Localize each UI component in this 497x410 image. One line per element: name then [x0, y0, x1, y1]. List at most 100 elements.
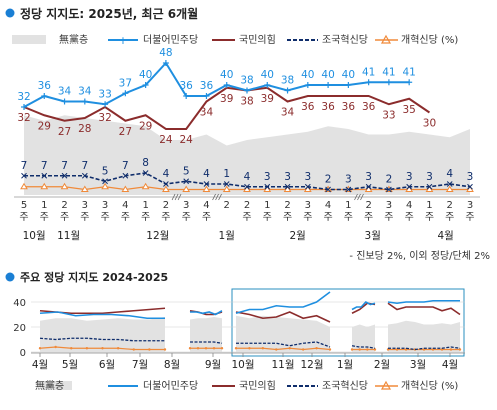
x-tick-label-week: 주	[60, 212, 69, 223]
dem-data-label: 41	[402, 66, 415, 78]
rebuild-point-b	[61, 172, 68, 179]
rebuild-data-label: 1	[223, 168, 230, 180]
x-tick-label: 5	[21, 200, 27, 211]
dem-data-label: 41	[362, 66, 375, 78]
x-tick-label: 3	[467, 200, 473, 211]
reform-point	[364, 185, 373, 192]
x-tick-label: 4	[203, 200, 209, 211]
rebuild-point-b	[203, 181, 210, 187]
axis-break-mark	[357, 193, 361, 201]
y-tick-label: 0	[20, 348, 26, 359]
rebuild-point-b	[426, 183, 433, 190]
dem-data-label: 36	[200, 80, 214, 92]
rebuild-data-label: 3	[264, 171, 271, 183]
reform-point	[204, 347, 208, 350]
rebuild-data-label: 4	[244, 171, 251, 183]
rebuild-data-label: 3	[365, 171, 372, 183]
none-area-segment	[190, 317, 222, 352]
x-tick-label: 2	[365, 200, 371, 211]
reform-point	[85, 347, 89, 350]
x-tick-label: 1	[264, 200, 270, 211]
x-month-label: 1월	[337, 359, 353, 371]
rebuild-data-label: 8	[142, 157, 149, 169]
x-tick-label-week: 주	[19, 212, 28, 223]
none-area-segment	[388, 320, 460, 352]
reform-point	[425, 185, 434, 192]
reform-point	[405, 185, 414, 192]
axis-break-mark	[174, 193, 179, 201]
x-tick-label: 4	[406, 200, 412, 211]
x-tick-label-week: 주	[303, 212, 312, 223]
ppp-data-label: 39	[261, 93, 274, 105]
axis-break-mark	[360, 193, 364, 201]
ppp-data-label: 36	[362, 101, 376, 113]
reform-point	[263, 185, 272, 192]
axis-break-mark	[212, 193, 216, 201]
rebuild-point-b	[41, 172, 48, 179]
x-month-label: 10월	[23, 230, 46, 242]
rebuild-point-b	[264, 183, 271, 190]
rebuild-point-b	[102, 178, 108, 185]
x-tick-label: 2	[61, 200, 67, 211]
rebuild-data-label: 5	[183, 165, 190, 177]
legend-none-swatch	[12, 35, 46, 44]
reform-point	[288, 347, 291, 350]
none-area-segment	[40, 317, 165, 352]
legend2-reform-label: 개혁신당 (%)	[401, 380, 458, 392]
rebuild-data-label: 3	[406, 171, 413, 183]
legend2-none-swatch	[42, 381, 72, 390]
reform-point	[303, 185, 312, 192]
rebuild-point-b	[163, 181, 169, 187]
y-tick-label: 40	[13, 298, 26, 309]
reform-point	[315, 347, 318, 350]
ppp-data-label: 24	[159, 134, 173, 146]
dem-data-label: 34	[78, 86, 92, 98]
reform-point	[234, 347, 238, 350]
axis-break-mark	[171, 193, 176, 201]
none-area	[24, 115, 470, 195]
x-tick-label: 3	[102, 200, 108, 211]
x-tick-label-week: 주	[384, 212, 393, 223]
x-month-label: 12월	[146, 230, 169, 242]
reform-point	[54, 345, 57, 349]
ppp-data-label: 36	[301, 101, 315, 113]
rebuild-data-label: 3	[304, 171, 311, 183]
reform-point	[141, 182, 150, 190]
rebuild-data-label: 4	[203, 168, 210, 180]
reform-point	[373, 348, 377, 351]
legend-bottom: 無黨층 더불어민주당 국민의힘 조국혁신당 개혁신당 (%)	[35, 379, 458, 392]
reform-point	[466, 185, 474, 192]
legend-dem-marker: +	[118, 34, 127, 47]
rebuild-segment	[190, 341, 223, 344]
reform-point	[132, 348, 135, 351]
reform-point	[358, 348, 361, 351]
x-month-label: 8월	[164, 359, 180, 371]
x-month-label: 3월	[365, 230, 381, 242]
dem-line	[23, 61, 410, 108]
rebuild-data-label: 2	[325, 174, 332, 186]
rebuild-point-b	[21, 172, 27, 179]
dem-segment	[39, 311, 165, 320]
legend-top: 無黨층 + 더불어민주당 국민의힘 조국혁신당 개혁신당 (%)	[12, 33, 458, 47]
rebuild-segment	[388, 346, 461, 351]
x-tick-label-week: 주	[161, 212, 170, 223]
x-tick-label-week: 주	[445, 212, 454, 223]
axis-break-mark	[354, 193, 358, 201]
x-tick-label-week: 주	[364, 212, 373, 223]
ppp-data-label: 34	[281, 107, 295, 119]
x-month-label: 7월	[132, 359, 148, 371]
ppp-data-label: 29	[139, 120, 152, 132]
x-tick-label: 4	[122, 200, 128, 211]
axis-break-mark	[177, 193, 182, 201]
x-tick-label-week: 주	[425, 212, 434, 223]
x-tick-label-week: 주	[141, 212, 150, 223]
x-tick-label: 1	[142, 200, 148, 211]
dem-data-label: 38	[240, 75, 253, 87]
dem-data-label: 40	[321, 69, 334, 81]
reform-point	[182, 185, 191, 192]
axis-break-mark	[218, 193, 222, 201]
x-tick-label-week: 주	[283, 212, 292, 223]
legend-ppp-label: 국민의힘	[239, 34, 276, 46]
